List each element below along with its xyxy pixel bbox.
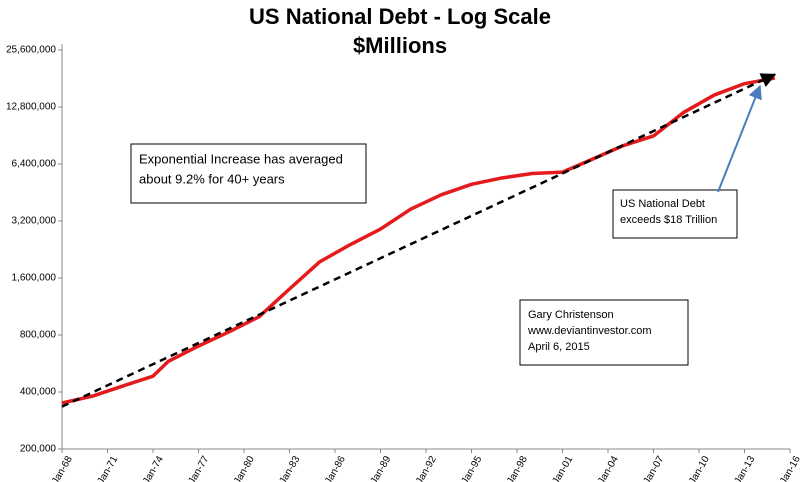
x-tick-label: Jan-13 xyxy=(733,454,758,482)
annotation: US National Debt xyxy=(620,198,705,210)
annotation-box xyxy=(130,143,367,204)
annotation: exceeds $18 Trillion xyxy=(620,214,717,226)
y-tick-label: 200,000 xyxy=(20,444,57,455)
x-tick-label: Jan-95 xyxy=(460,454,485,482)
y-tick-label: 1,600,000 xyxy=(12,273,57,284)
y-tick-label: 400,000 xyxy=(20,387,57,398)
x-tick-label: Jan-07 xyxy=(642,454,667,482)
x-tick-label: Jan-86 xyxy=(323,454,348,482)
annotation: Exponential Increase has averaged xyxy=(139,151,343,166)
chart-title: US National Debt - Log Scale xyxy=(249,4,551,29)
annotation: Gary Christenson xyxy=(528,309,614,321)
x-tick-label: Jan-77 xyxy=(187,454,212,482)
x-tick-label: Jan-83 xyxy=(278,454,303,482)
annotation-box xyxy=(519,299,689,366)
y-tick-label: 6,400,000 xyxy=(12,159,57,170)
y-tick-label: 12,800,000 xyxy=(6,102,56,113)
y-tick-label: 800,000 xyxy=(20,330,57,341)
annotation: www.deviantinvestor.com xyxy=(527,325,652,337)
x-tick-label: Jan-71 xyxy=(96,454,121,482)
annotation: April 6, 2015 xyxy=(528,341,590,353)
chart-subtitle: $Millions xyxy=(353,33,447,58)
annotation-box xyxy=(612,189,738,239)
x-tick-label: Jan-74 xyxy=(141,454,166,482)
x-tick-label: Jan-01 xyxy=(551,454,576,482)
y-tick-label: 3,200,000 xyxy=(12,216,57,227)
y-tick-label: 25,600,000 xyxy=(6,45,56,56)
x-tick-label: Jan-89 xyxy=(369,454,394,482)
x-tick-label: Jan-80 xyxy=(232,454,257,482)
x-tick-label: Jan-10 xyxy=(687,454,712,482)
arrow xyxy=(717,84,762,193)
annotation: about 9.2% for 40+ years xyxy=(139,171,285,186)
x-tick-label: Jan-16 xyxy=(778,454,800,482)
x-tick-label: Jan-68 xyxy=(50,454,75,482)
data-line xyxy=(61,76,776,405)
x-tick-label: Jan-92 xyxy=(414,454,439,482)
x-tick-label: Jan-04 xyxy=(596,454,621,482)
x-tick-label: Jan-98 xyxy=(505,454,530,482)
